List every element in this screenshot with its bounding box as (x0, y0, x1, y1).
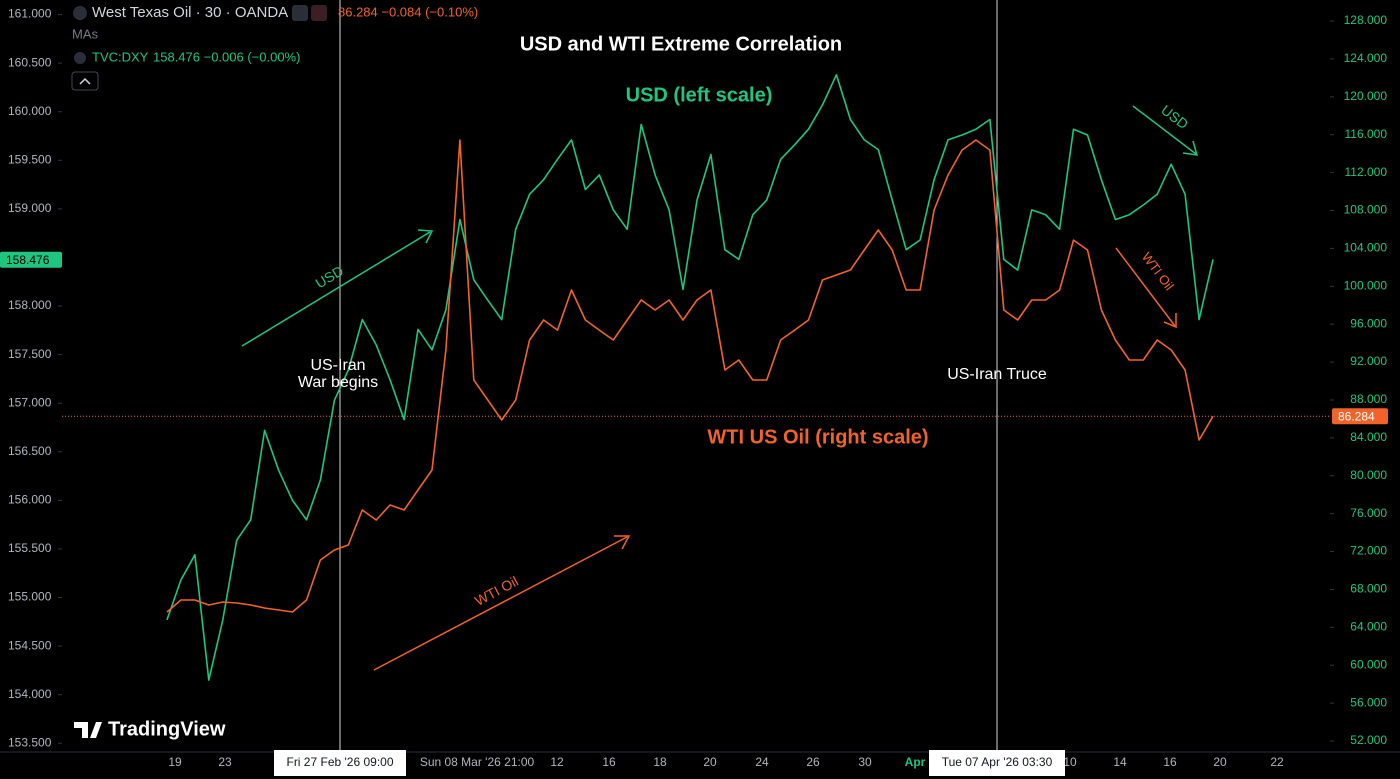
arrow (373, 536, 628, 671)
y-tick-label: 160.500 (8, 55, 52, 69)
arrow-head (614, 535, 631, 550)
x-tick-label: 23 (218, 755, 232, 769)
legend-usd: USD (left scale) (626, 84, 773, 106)
series-line (166, 74, 1214, 681)
y-tick-label: 156.500 (8, 444, 52, 458)
y2-tick-label: 80.000 (1350, 468, 1387, 482)
y-tick-label: 157.500 (8, 347, 52, 361)
series-line (166, 139, 1214, 613)
y2-tick-label: 64.000 (1350, 620, 1387, 634)
chart-title: USD and WTI Extreme Correlation (520, 33, 842, 55)
x-tick-label: 20 (703, 755, 717, 769)
y-tick-label: 157.000 (8, 395, 52, 409)
price-badge (0, 251, 62, 268)
event-label-box (929, 750, 1065, 776)
compare-quote: 158.476 −0.006 (−0.00%) (153, 49, 300, 64)
header-quote: 86.284 −0.084 (−0.10%) (338, 4, 478, 19)
y2-tick-label: 92.000 (1350, 354, 1387, 368)
y-tick-label: 158.000 (8, 298, 52, 312)
arrow (241, 231, 431, 347)
x-tick-label: 30 (858, 755, 872, 769)
x-tick-label: 10 (1063, 755, 1077, 769)
y-tick-label: 156.000 (8, 493, 52, 507)
event-label-box (274, 750, 406, 776)
header-mas[interactable]: MAs (72, 26, 99, 41)
y2-tick-label: 72.000 (1350, 544, 1387, 558)
price-badge-label: 86.284 (1338, 409, 1375, 423)
x-tick-label: 24 (755, 755, 769, 769)
y2-tick-label: 124.000 (1344, 51, 1388, 65)
price-badge (1332, 408, 1388, 425)
y2-tick-label: 96.000 (1350, 316, 1387, 330)
arrow (1115, 247, 1176, 327)
y2-tick-label: 108.000 (1344, 203, 1388, 217)
x-tick-label: 18 (653, 755, 667, 769)
x-tick-label: 20 (1213, 755, 1227, 769)
plot (62, 74, 1330, 681)
annotation: US-Iran (310, 357, 365, 374)
symbol-icon (73, 6, 87, 20)
y2-tick-label: 128.000 (1344, 13, 1388, 27)
y2-tick-label: 120.000 (1344, 89, 1388, 103)
annotation: War begins (298, 374, 378, 391)
collapse-button[interactable] (71, 71, 99, 91)
y-tick-label: 160.000 (8, 104, 52, 118)
event-label: Tue 07 Apr '26 03:30 (942, 755, 1053, 769)
y2-tick-label: 88.000 (1350, 392, 1387, 406)
y-tick-label: 159.500 (8, 152, 52, 166)
x-tick-label: Apr (905, 755, 926, 769)
symbol-icon (74, 52, 86, 64)
x-tick-label: 16 (602, 755, 616, 769)
logo (74, 722, 102, 738)
y2-tick-label: 68.000 (1350, 582, 1387, 596)
icon[interactable] (311, 5, 327, 21)
x-tick-label: 14 (1113, 755, 1127, 769)
y2-tick-label: 104.000 (1344, 241, 1388, 255)
x-tick-label: 16 (1163, 755, 1177, 769)
compare-symbol[interactable]: TVC:DXY (92, 49, 149, 64)
arrow-head (1182, 140, 1199, 156)
collapse-icon (79, 77, 91, 85)
icon[interactable] (292, 5, 308, 21)
y2-tick-label: 56.000 (1350, 695, 1387, 709)
y2-tick-label: 60.000 (1350, 657, 1387, 671)
x-tick-label: 19 (168, 755, 182, 769)
annotation: US-Iran Truce (947, 366, 1047, 383)
arrow (1132, 105, 1197, 155)
y-tick-label: 153.500 (8, 735, 52, 749)
y-tick-label: 154.500 (8, 638, 52, 652)
x-tick-label: 12 (550, 755, 564, 769)
legend-wti: WTI US Oil (right scale) (707, 426, 928, 448)
y2-tick-label: 76.000 (1350, 506, 1387, 520)
y-tick-label: 159.000 (8, 201, 52, 215)
y-tick-label: 154.000 (8, 687, 52, 701)
x-tick-label: 26 (806, 755, 820, 769)
arrow-head (417, 229, 434, 244)
x-tick-label: 22 (1270, 755, 1284, 769)
y2-tick-label: 112.000 (1345, 165, 1388, 179)
y2-tick-label: 100.000 (1344, 278, 1388, 292)
price-badge-label: 158.476 (6, 253, 50, 267)
y-tick-label: 161.000 (8, 7, 52, 21)
watermark: TradingView (108, 718, 226, 740)
header-symbol[interactable]: West Texas Oil · 30 · OANDA (92, 4, 288, 21)
y2-tick-label: 116.000 (1345, 127, 1388, 141)
y2-tick-label: 52.000 (1350, 733, 1387, 747)
event-label: Fri 27 Feb '26 09:00 (286, 755, 393, 769)
y-tick-label: 155.000 (8, 590, 52, 604)
arrow-head (1163, 313, 1177, 329)
y-tick-label: 155.500 (8, 541, 52, 555)
x-tick-label: Sun 08 Mar '26 21:00 (420, 755, 535, 769)
y2-tick-label: 84.000 (1350, 430, 1387, 444)
